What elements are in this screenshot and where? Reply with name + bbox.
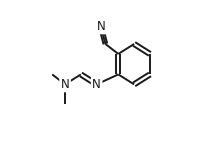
Text: N: N: [92, 78, 101, 91]
Text: N: N: [96, 20, 105, 33]
Text: N: N: [61, 78, 69, 91]
